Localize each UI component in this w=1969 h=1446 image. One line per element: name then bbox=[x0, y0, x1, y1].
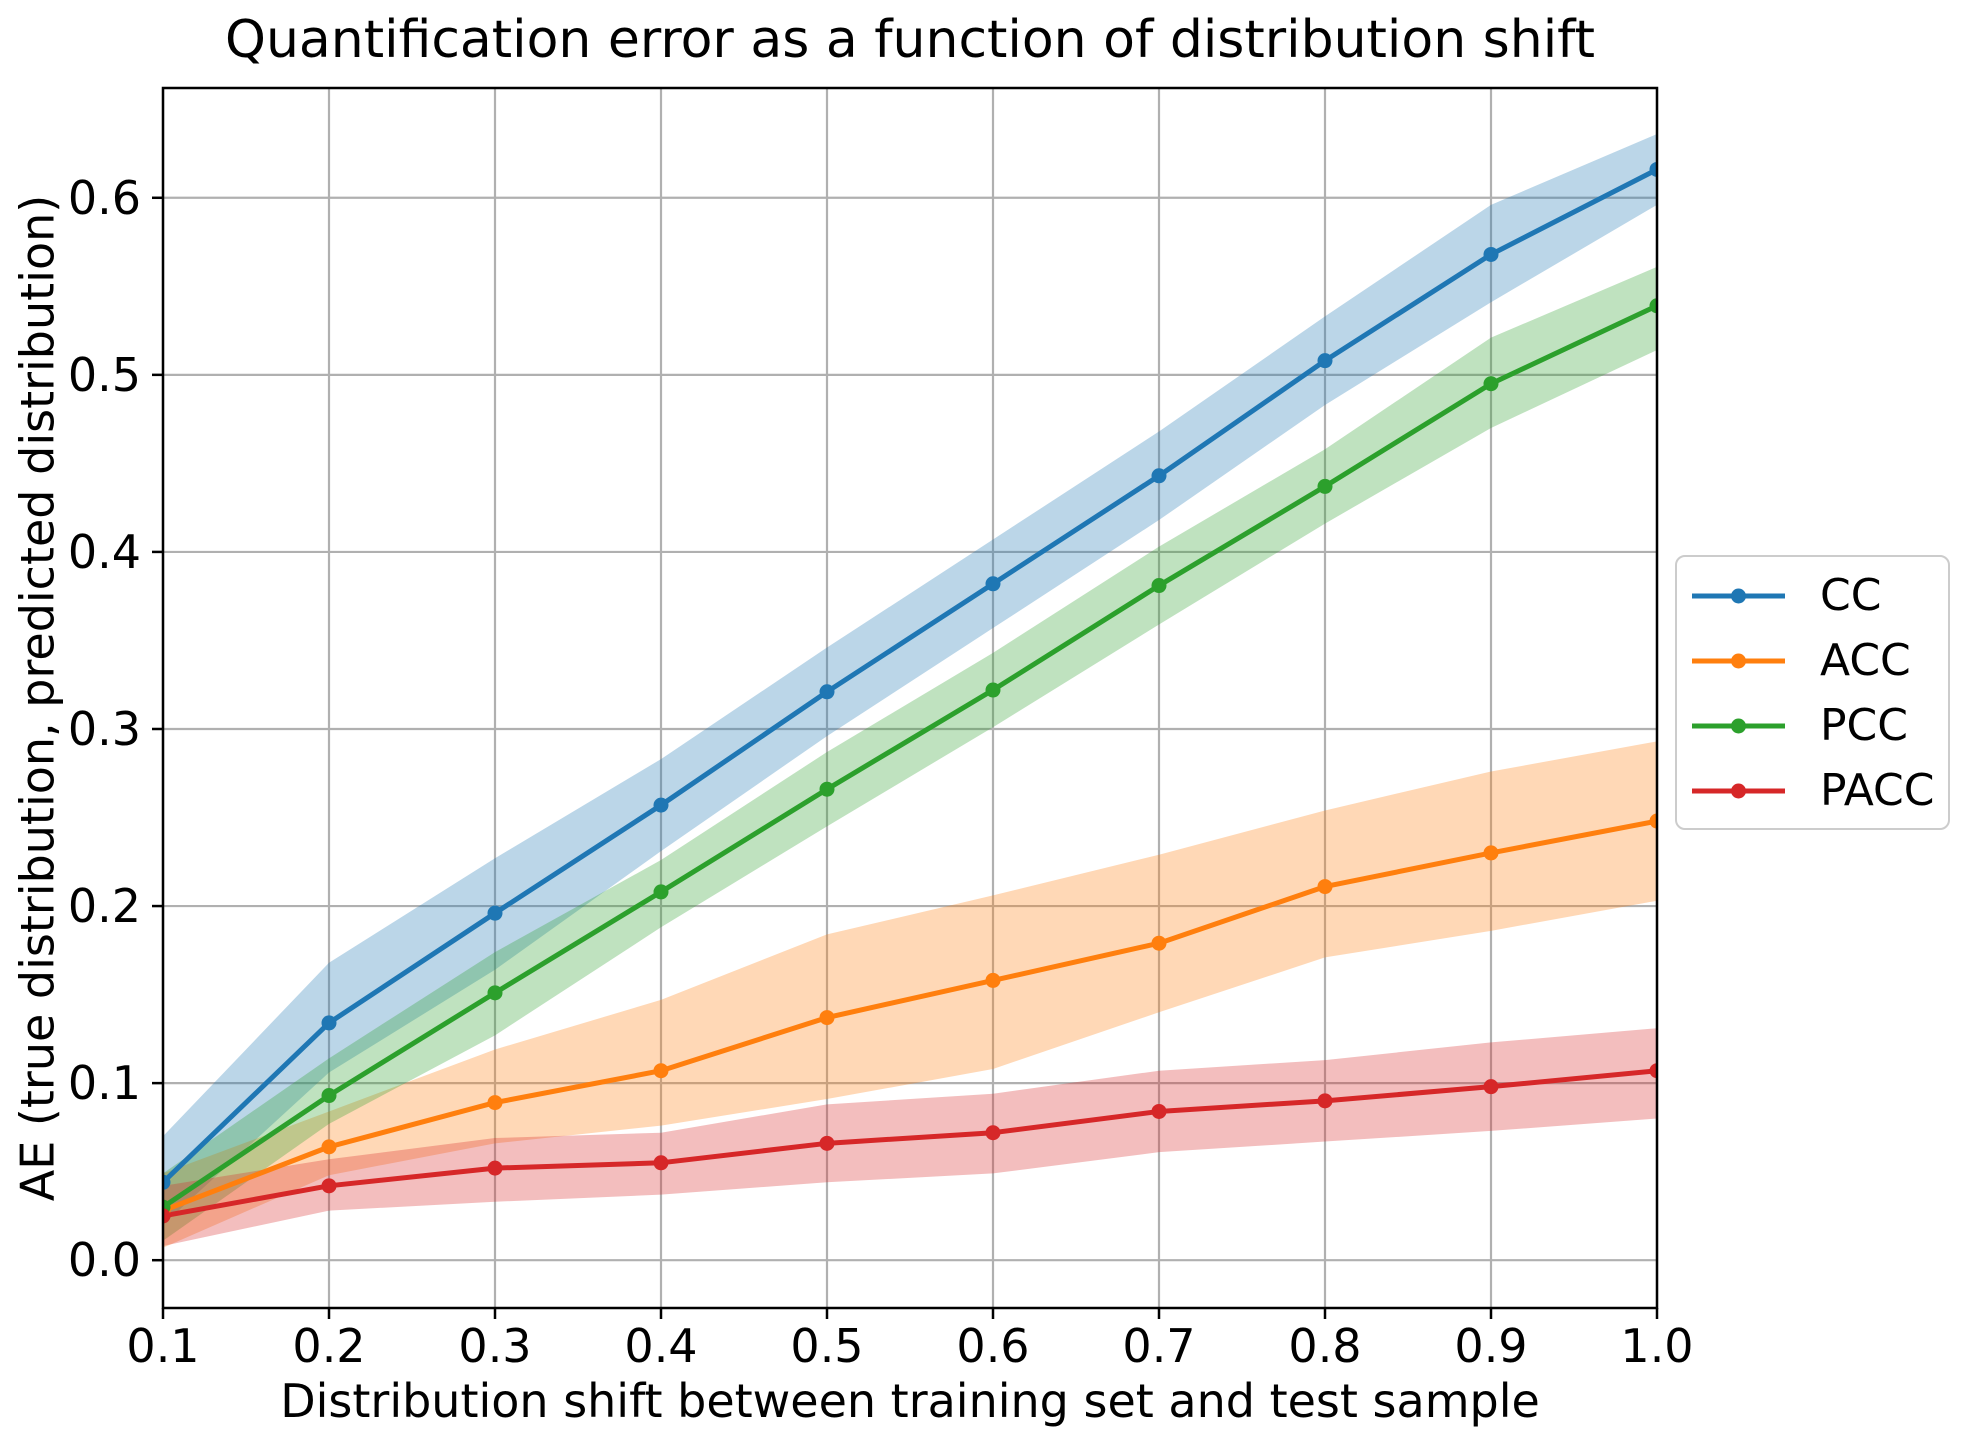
legend-swatch-PCC bbox=[1692, 718, 1785, 733]
data-point-marker bbox=[985, 682, 1001, 698]
x-tick-label: 0.4 bbox=[624, 1319, 697, 1373]
data-point-marker bbox=[321, 1015, 337, 1031]
data-point-marker bbox=[1483, 376, 1499, 392]
x-tick-label: 0.8 bbox=[1288, 1319, 1361, 1373]
legend-marker-icon bbox=[1731, 718, 1746, 733]
y-tick-label: 0.5 bbox=[68, 348, 141, 402]
legend-rows: CC ACC PCC PACC bbox=[1692, 563, 1948, 823]
x-axis-label: Distribution shift between training set … bbox=[280, 1374, 1540, 1428]
data-point-marker bbox=[1151, 578, 1167, 594]
data-point-marker bbox=[1649, 161, 1657, 177]
y-tick-label: 0.2 bbox=[68, 879, 141, 933]
y-tick-label: 0.0 bbox=[68, 1233, 141, 1287]
data-point-marker bbox=[1649, 298, 1657, 314]
data-point-marker bbox=[487, 1095, 503, 1111]
series-markers-PCC bbox=[163, 298, 1657, 1215]
tick-labels: 0.1 0.2 0.3 0.4 0.5 0.6 0.7 0.8 0.9 1.0 0.0 0.1 0.2 0… bbox=[68, 171, 1694, 1373]
y-tick-label: 0.6 bbox=[68, 171, 141, 225]
data-point-marker bbox=[985, 972, 1001, 988]
data-point-marker bbox=[819, 781, 835, 797]
x-tick-label: 0.9 bbox=[1454, 1319, 1527, 1373]
y-tick-label: 0.3 bbox=[68, 702, 141, 756]
legend-item-ACC: ACC bbox=[1692, 628, 1948, 693]
y-tick-label: 0.1 bbox=[68, 1056, 141, 1110]
data-point-marker bbox=[653, 884, 669, 900]
data-point-marker bbox=[653, 1063, 669, 1079]
data-point-marker bbox=[1483, 1079, 1499, 1095]
data-point-marker bbox=[1649, 813, 1657, 829]
data-point-marker bbox=[163, 1174, 171, 1190]
data-point-marker bbox=[321, 1178, 337, 1194]
data-point-marker bbox=[819, 684, 835, 700]
data-point-marker bbox=[487, 985, 503, 1001]
legend-marker-icon bbox=[1731, 783, 1746, 798]
data-point-marker bbox=[985, 576, 1001, 592]
series-line-CC bbox=[163, 166, 1657, 1185]
legend-marker-icon bbox=[1731, 588, 1746, 603]
legend-box: CC ACC PCC PACC bbox=[1675, 555, 1950, 830]
legend-swatch-PACC bbox=[1692, 783, 1785, 798]
series-markers-CC bbox=[163, 161, 1657, 1190]
legend-marker-icon bbox=[1731, 653, 1746, 668]
data-point-marker bbox=[1151, 1103, 1167, 1119]
data-point-marker bbox=[1151, 468, 1167, 484]
x-tick-label: 0.7 bbox=[1122, 1319, 1195, 1373]
data-point-marker bbox=[487, 1160, 503, 1176]
legend-label: PCC bbox=[1820, 699, 1908, 751]
x-tick-label: 0.2 bbox=[292, 1319, 365, 1373]
series-line-PCC bbox=[163, 303, 1657, 1210]
tick-marks bbox=[152, 196, 1659, 1319]
data-point-marker bbox=[1151, 935, 1167, 951]
data-point-marker bbox=[985, 1125, 1001, 1141]
confidence-band-CC bbox=[163, 134, 1657, 1225]
confidence-band-ACC bbox=[163, 741, 1657, 1248]
x-tick-label: 0.6 bbox=[956, 1319, 1029, 1373]
data-point-marker bbox=[487, 905, 503, 921]
legend-label: PACC bbox=[1820, 764, 1935, 816]
data-point-marker bbox=[1317, 353, 1333, 369]
legend-item-PACC: PACC bbox=[1692, 758, 1948, 823]
data-point-marker bbox=[819, 1010, 835, 1026]
legend-label: ACC bbox=[1820, 634, 1911, 686]
data-point-marker bbox=[1483, 845, 1499, 861]
data-point-marker bbox=[653, 797, 669, 813]
x-tick-label: 0.5 bbox=[790, 1319, 863, 1373]
series-line-PACC bbox=[163, 1068, 1657, 1219]
series-markers-PACC bbox=[163, 1063, 1657, 1224]
data-point-marker bbox=[1483, 246, 1499, 262]
x-tick-label: 1.0 bbox=[1620, 1319, 1693, 1373]
series-line-ACC bbox=[163, 818, 1657, 1214]
chart-title: Quantification error as a function of di… bbox=[225, 10, 1595, 70]
data-point-marker bbox=[1317, 1093, 1333, 1109]
legend-label: CC bbox=[1820, 569, 1882, 621]
data-point-marker bbox=[1317, 879, 1333, 895]
legend-item-CC: CC bbox=[1692, 563, 1948, 628]
x-tick-label: 0.3 bbox=[458, 1319, 531, 1373]
data-point-marker bbox=[321, 1139, 337, 1155]
data-point-marker bbox=[321, 1088, 337, 1104]
data-point-marker bbox=[1649, 1063, 1657, 1079]
legend-swatch-CC bbox=[1692, 588, 1785, 603]
axes-frame bbox=[161, 86, 1659, 1310]
legend-swatch-ACC bbox=[1692, 653, 1785, 668]
y-tick-label: 0.4 bbox=[68, 525, 141, 579]
data-point-marker bbox=[1317, 478, 1333, 494]
data-point-marker bbox=[163, 1208, 171, 1224]
x-tick-label: 0.1 bbox=[126, 1319, 199, 1373]
data-point-marker bbox=[653, 1155, 669, 1171]
data-point-marker bbox=[819, 1135, 835, 1151]
legend-item-PCC: PCC bbox=[1692, 693, 1948, 758]
